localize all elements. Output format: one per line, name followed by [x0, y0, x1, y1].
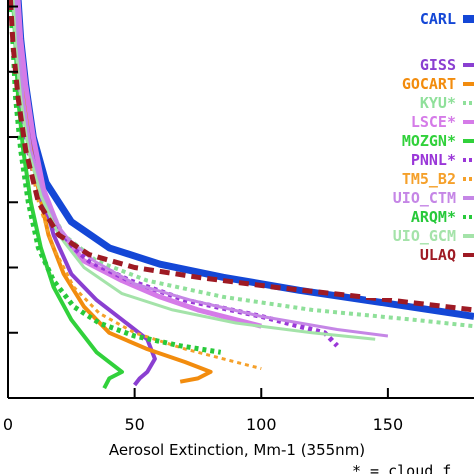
series-line-pnnl: [10, 0, 339, 348]
legend-label-carl: CARL: [420, 10, 456, 28]
legend-label-kyu: KYU*: [420, 94, 456, 112]
series-line-uio-ctm: [14, 0, 389, 338]
legend: CARL GISSGOCARTKYU*LSCE*MOZGN*PNNL*TM5_B2…: [366, 8, 474, 298]
legend-label-giss: GISS: [420, 56, 456, 74]
x-tick-label: 100: [246, 415, 277, 434]
legend-label-ulaq: ULAQ: [420, 246, 456, 264]
legend-label-mozgn: MOZGN*: [402, 132, 456, 150]
legend-label-pnnl: PNNL*: [411, 151, 456, 169]
series-layer: [8, 0, 474, 390]
legend-label-lsce: LSCE*: [411, 113, 456, 131]
legend-label-uio-gcm: UIO_GCM: [393, 227, 456, 245]
series-line-ulaq: [8, 0, 474, 313]
legend-label-tm5-b2: TM5_B2: [402, 170, 456, 188]
legend-background: [366, 8, 474, 298]
legend-label-uio-ctm: UIO_CTM: [393, 189, 456, 207]
x-tick-label: 50: [124, 415, 144, 434]
x-tick-label: 0: [3, 415, 13, 434]
legend-label-gocart: GOCART: [402, 75, 456, 93]
series-line-uio-gcm: [11, 0, 376, 341]
x-axis-title: Aerosol Extinction, Mm-1 (355nm): [109, 441, 365, 459]
axes-layer: 0 50 100 150: [3, 0, 474, 434]
footnote: * = cloud f: [352, 462, 451, 474]
legend-label-arqm: ARQM*: [411, 208, 456, 226]
x-tick-label: 150: [373, 415, 404, 434]
